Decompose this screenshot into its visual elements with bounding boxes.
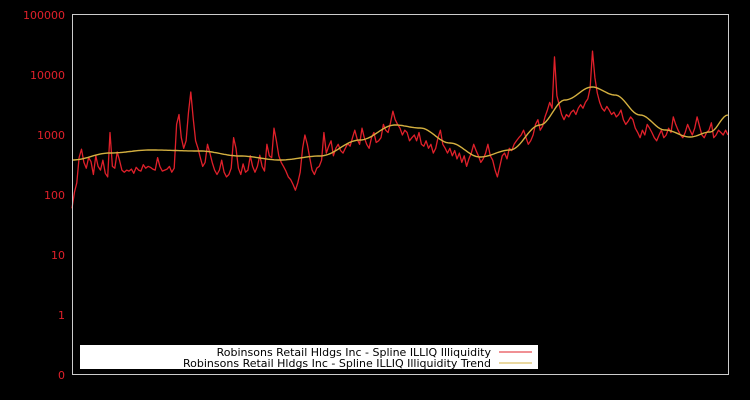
- plot-area: [71, 50, 729, 209]
- plot-frame: [72, 14, 729, 375]
- legend-box: [80, 345, 538, 369]
- y-axis-labels: 100000 10000 1000 100 10 1 0: [23, 9, 65, 382]
- legend-label-trend: Robinsons Retail Hldgs Inc - Spline ILLI…: [183, 357, 491, 370]
- y-tick-1000: 1000: [37, 129, 65, 142]
- legend: Robinsons Retail Hldgs Inc - Spline ILLI…: [80, 345, 538, 370]
- legend-label-series: Robinsons Retail Hldgs Inc - Spline ILLI…: [217, 346, 492, 359]
- y-tick-100: 100: [44, 189, 65, 202]
- y-tick-10000: 10000: [30, 69, 65, 82]
- y-tick-100000: 100000: [23, 9, 65, 22]
- y-tick-0: 0: [58, 369, 65, 382]
- y-tick-1: 1: [58, 309, 65, 322]
- illiquidity-trend-line: [72, 86, 729, 161]
- y-tick-10: 10: [51, 249, 65, 262]
- illiquidity-series-line: [71, 50, 729, 209]
